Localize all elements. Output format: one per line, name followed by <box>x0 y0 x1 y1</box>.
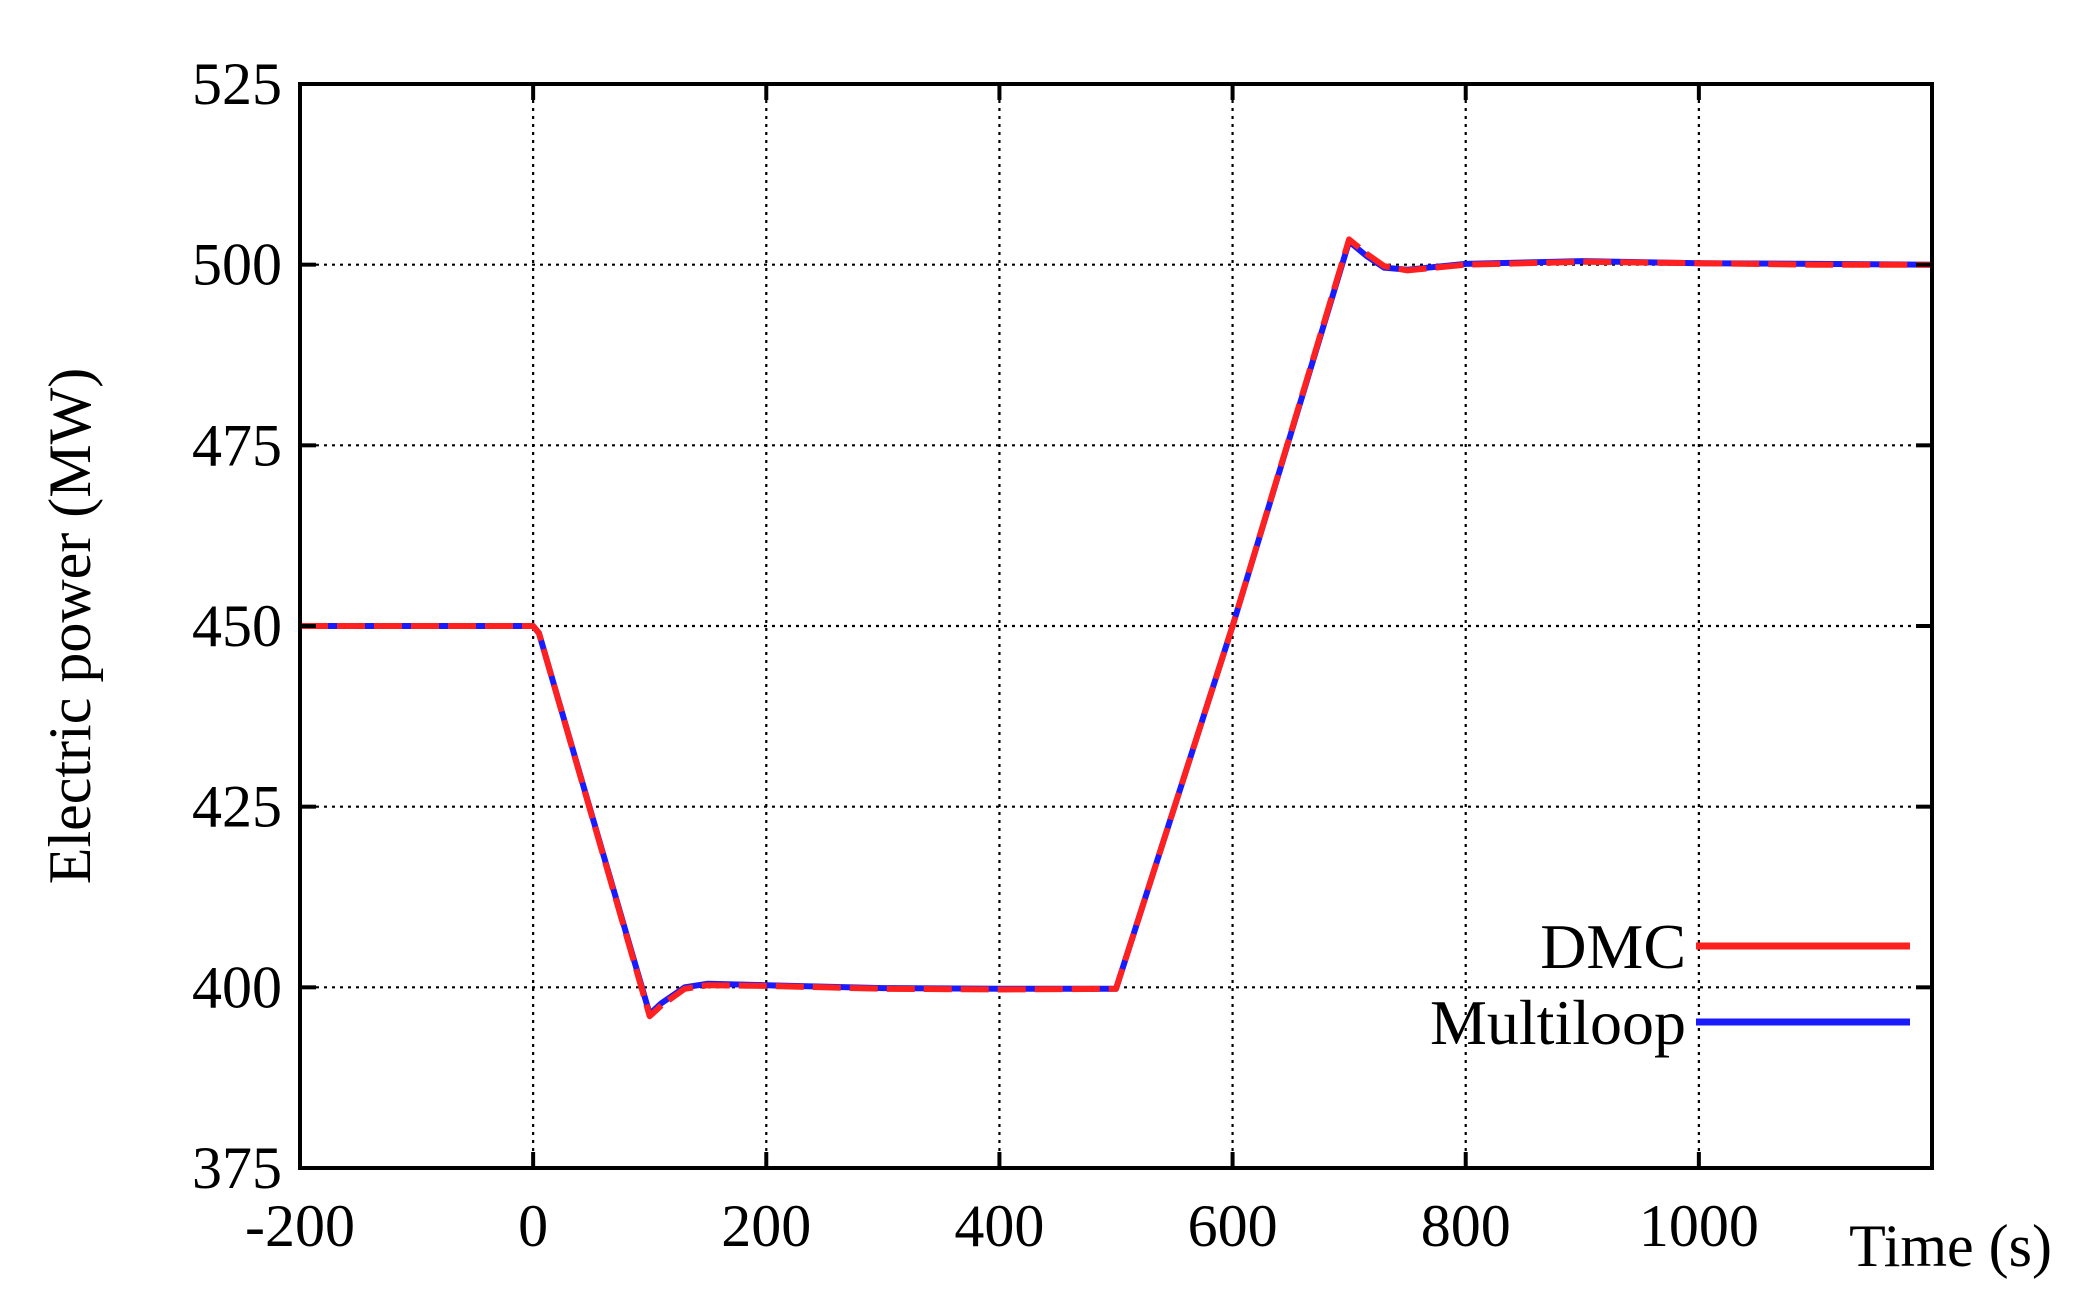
y-tick-labels: 375 400 425 450 475 500 525 <box>192 51 282 1201</box>
x-tick-label: 800 <box>1421 1193 1511 1259</box>
y-tick-label: 525 <box>192 51 282 117</box>
x-tick-label: 400 <box>954 1193 1044 1259</box>
plot-series <box>300 236 1933 1020</box>
y-tick-label: 500 <box>192 232 282 298</box>
series-line-multiloop <box>300 238 1933 1018</box>
x-tick-label: 200 <box>721 1193 811 1259</box>
x-tick-label: -200 <box>245 1193 355 1259</box>
legend-label-dmc: DMC <box>1540 911 1686 982</box>
x-tick-label: 600 <box>1188 1193 1278 1259</box>
y-tick-label: 425 <box>192 774 282 840</box>
x-tick-label: 0 <box>518 1193 548 1259</box>
y-tick-label: 375 <box>192 1135 282 1201</box>
y-tick-label: 450 <box>192 593 282 659</box>
series-line-dmc <box>300 236 1932 1020</box>
y-tick-label: 475 <box>192 412 282 478</box>
x-axis-label: Time (s) <box>1849 1213 2052 1279</box>
grid-lines <box>300 84 1932 1168</box>
axis-ticks <box>298 82 1932 1170</box>
y-tick-label: 400 <box>192 954 282 1020</box>
legend-label-multiloop: Multiloop <box>1430 987 1686 1058</box>
x-tick-label: 1000 <box>1639 1193 1759 1259</box>
y-axis-label: Electric power (MW) <box>37 368 103 884</box>
x-tick-labels: -200 0 200 400 600 800 1000 <box>245 1193 1759 1259</box>
